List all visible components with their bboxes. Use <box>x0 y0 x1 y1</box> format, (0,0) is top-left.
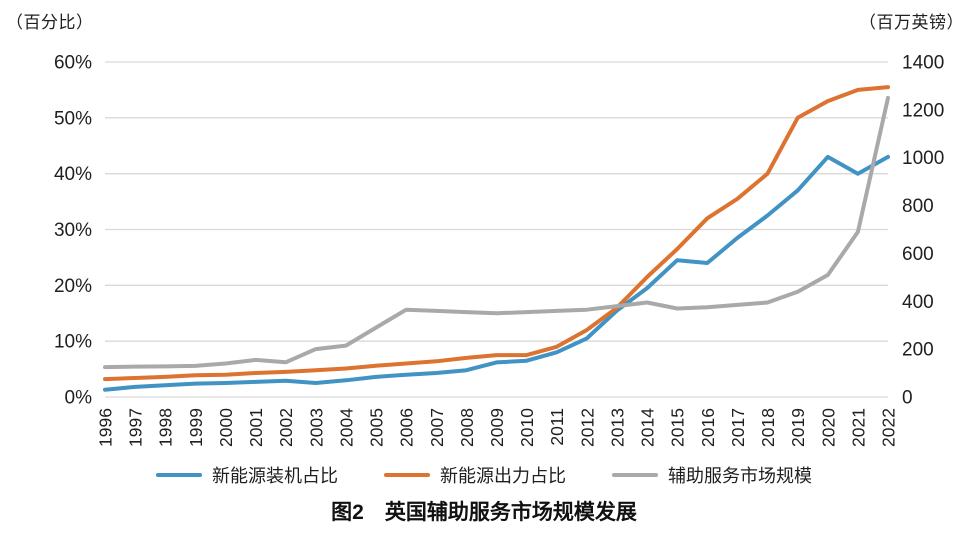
x-axis-tick: 2021 <box>848 408 868 447</box>
legend-label: 辅助服务市场规模 <box>668 466 812 486</box>
figure-title: 图2 英国辅助服务市场规模发展 <box>331 501 637 524</box>
legend-swatch-orange-line <box>384 473 430 477</box>
left-axis-tick: 60% <box>54 53 92 74</box>
x-axis-tick: 2014 <box>638 408 658 447</box>
x-axis-tick: 2004 <box>336 408 356 447</box>
right-axis-tick: 0 <box>902 388 913 409</box>
x-axis-tick: 2019 <box>788 408 808 447</box>
legend-item-installed-share: 新能源装机占比 <box>156 462 338 488</box>
legend-item-market-size: 辅助服务市场规模 <box>612 462 812 488</box>
x-axis-tick: 2003 <box>306 408 326 447</box>
left-axis-tick: 40% <box>54 164 92 185</box>
x-axis-tick: 2000 <box>216 408 236 447</box>
left-axis-tick: 20% <box>54 276 92 297</box>
x-axis-tick: 2001 <box>246 408 266 447</box>
right-axis-tick: 200 <box>902 340 934 361</box>
x-axis-tick: 1998 <box>156 408 176 447</box>
right-axis-tick: 400 <box>902 292 934 313</box>
x-axis-tick: 2002 <box>276 408 296 447</box>
left-axis-tick: 10% <box>54 332 92 353</box>
x-axis-tick: 2016 <box>698 408 718 447</box>
left-axis-tick: 50% <box>54 108 92 129</box>
series-line-0 <box>103 154 890 392</box>
legend-item-output-share: 新能源出力占比 <box>384 462 566 488</box>
legend-label: 新能源出力占比 <box>440 466 566 486</box>
series-line-1 <box>103 85 890 382</box>
legend-swatch-blue-line <box>156 473 202 477</box>
x-axis-tick: 2012 <box>577 408 597 447</box>
x-axis-tick: 2017 <box>728 408 748 447</box>
x-axis-tick: 2018 <box>758 408 778 447</box>
x-axis-tick: 1997 <box>126 408 146 447</box>
chart-legend: 新能源装机占比 新能源出力占比 辅助服务市场规模 <box>0 462 968 488</box>
right-axis-tick: 600 <box>902 244 934 265</box>
right-axis-tick: 1200 <box>902 100 944 121</box>
left-axis-tick: 0% <box>65 388 93 409</box>
x-axis-tick: 2007 <box>427 408 447 447</box>
x-axis-tick: 2015 <box>668 408 688 447</box>
right-axis-tick: 800 <box>902 196 934 217</box>
x-axis-tick: 2009 <box>487 408 507 447</box>
line-chart: 60% 50% 40% 30% 20% 10% 0% 1400 1200 1000 800 600 40… <box>54 53 944 447</box>
left-axis-tick: 30% <box>54 220 92 241</box>
series-line-2 <box>103 95 890 370</box>
x-axis-tick: 2022 <box>879 408 899 447</box>
left-axis-unit-label: （百分比） <box>6 13 94 32</box>
x-axis-tick: 2010 <box>517 408 537 447</box>
x-axis-tick: 2013 <box>607 408 627 447</box>
x-axis-tick: 2005 <box>367 408 387 447</box>
legend-swatch-gray-line <box>612 473 658 477</box>
legend-label: 新能源装机占比 <box>212 466 338 486</box>
right-axis-unit-label: （百万英镑） <box>859 13 964 32</box>
x-axis-tick: 1996 <box>96 408 116 447</box>
x-axis-tick: 2008 <box>457 408 477 447</box>
x-axis-tick: 2006 <box>397 408 417 447</box>
right-axis-tick: 1000 <box>902 148 944 169</box>
x-axis-tick: 2011 <box>547 408 567 446</box>
right-axis-tick: 1400 <box>902 53 944 74</box>
x-axis-tick: 2020 <box>818 408 838 447</box>
x-axis-tick: 1999 <box>186 408 206 447</box>
